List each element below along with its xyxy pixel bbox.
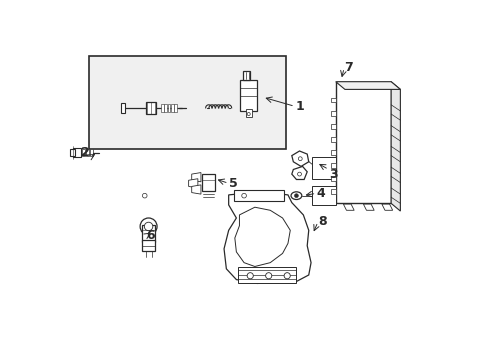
Text: 4: 4 <box>316 187 325 200</box>
Bar <box>240 80 257 111</box>
Bar <box>311 186 336 205</box>
Circle shape <box>144 222 153 231</box>
Bar <box>330 150 336 155</box>
Polygon shape <box>191 172 201 182</box>
Circle shape <box>246 112 250 116</box>
Bar <box>89 55 285 149</box>
Bar <box>167 104 170 112</box>
Polygon shape <box>191 185 201 194</box>
Bar <box>242 71 250 80</box>
Bar <box>164 104 166 112</box>
Bar <box>70 149 75 156</box>
Polygon shape <box>291 166 306 180</box>
Bar <box>90 149 93 156</box>
Circle shape <box>265 273 271 279</box>
Bar <box>330 137 336 142</box>
Bar <box>174 104 177 112</box>
Bar <box>142 225 154 242</box>
Bar <box>330 189 336 194</box>
Polygon shape <box>381 204 392 210</box>
Bar <box>82 149 85 156</box>
Polygon shape <box>343 204 353 210</box>
Polygon shape <box>188 179 198 188</box>
Bar <box>145 102 156 114</box>
Polygon shape <box>363 204 373 210</box>
Circle shape <box>298 157 302 161</box>
Bar <box>330 163 336 168</box>
Text: 5: 5 <box>228 177 237 190</box>
Text: 1: 1 <box>295 100 303 113</box>
Text: 8: 8 <box>318 215 326 228</box>
Circle shape <box>241 193 246 198</box>
Circle shape <box>246 273 253 279</box>
Circle shape <box>297 172 301 176</box>
Circle shape <box>140 218 157 235</box>
Circle shape <box>142 193 147 198</box>
Bar <box>161 104 163 112</box>
Bar <box>330 124 336 129</box>
Bar <box>330 98 336 103</box>
Text: 3: 3 <box>328 168 337 181</box>
Bar <box>142 240 154 251</box>
Bar <box>311 157 336 179</box>
Bar <box>238 266 295 283</box>
Polygon shape <box>335 82 400 89</box>
Text: 7: 7 <box>344 61 352 74</box>
Bar <box>335 82 390 203</box>
Bar <box>330 111 336 116</box>
Ellipse shape <box>290 192 301 199</box>
Bar <box>245 109 251 117</box>
Bar <box>202 174 214 191</box>
Text: 2: 2 <box>81 146 90 159</box>
Bar <box>73 148 81 157</box>
Bar <box>86 149 89 156</box>
Polygon shape <box>390 82 400 211</box>
Polygon shape <box>224 192 310 283</box>
Bar <box>330 176 336 181</box>
Circle shape <box>294 194 298 198</box>
Bar <box>121 103 125 112</box>
Polygon shape <box>234 207 290 266</box>
Polygon shape <box>291 151 308 166</box>
Bar <box>234 190 284 201</box>
Bar <box>171 104 173 112</box>
Text: 6: 6 <box>146 229 155 242</box>
Circle shape <box>284 273 290 279</box>
